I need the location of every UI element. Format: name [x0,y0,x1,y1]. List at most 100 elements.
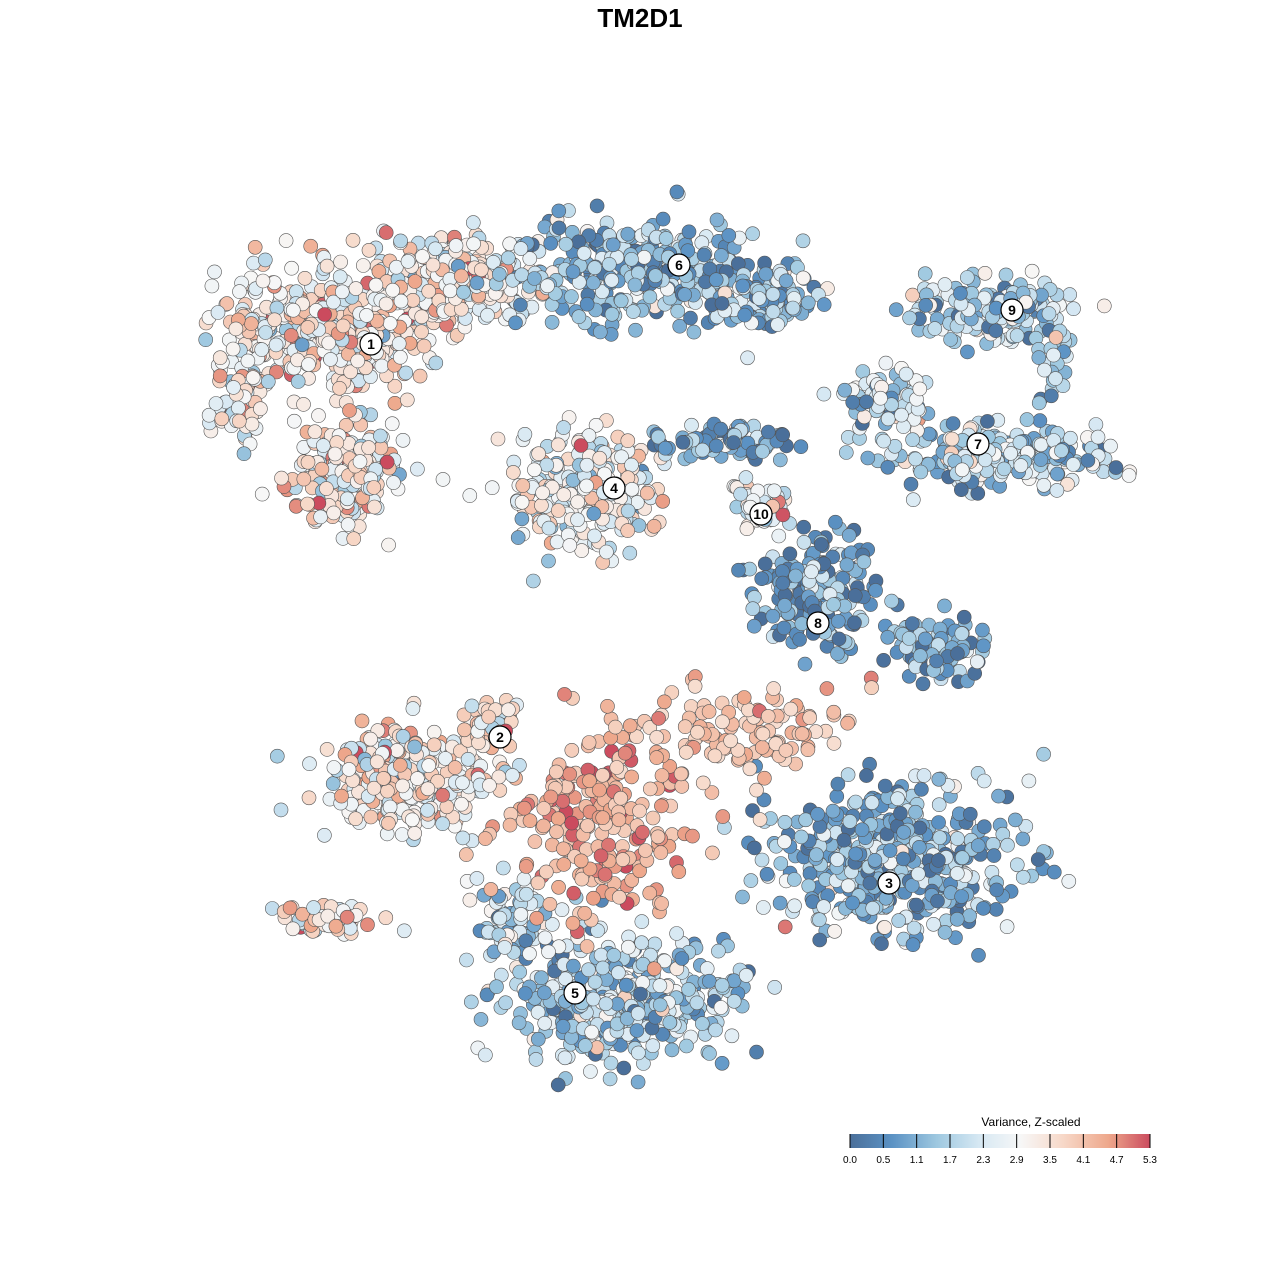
cell-point [325,776,341,791]
cell-point [777,834,792,850]
cell-point [511,1015,527,1031]
cell-point [458,847,474,862]
cell-point [827,923,842,939]
cell-point [848,794,864,810]
cell-point [448,238,464,253]
cell-point [1009,857,1025,873]
cell-point [622,545,638,561]
cell-point [389,743,405,758]
cell-point [953,286,968,301]
legend-tick-label: 0.5 [876,1155,890,1166]
cell-point [893,805,908,821]
cell-point [788,568,803,584]
cell-point [307,424,323,440]
cell-point [882,843,898,858]
cell-point [988,902,1004,917]
cell-point [589,198,605,214]
cell-point [602,1071,618,1087]
cell-point [931,815,946,830]
cell-point [492,910,508,926]
cell-point [904,616,920,631]
cell-point [273,802,289,818]
cell-point [1062,287,1077,302]
cell-point [613,293,629,309]
cell-point [378,225,394,240]
cell-point [505,768,520,783]
cell-point [901,631,917,646]
cell-point [797,656,813,672]
cell-point [739,521,755,537]
cell-point [581,962,596,978]
cell-point [674,951,690,966]
cell-point [773,856,789,871]
cell-point [980,414,995,429]
cell-point [373,428,388,444]
cell-point [464,698,480,714]
cell-point [518,933,534,949]
cell-point [724,1028,740,1044]
cell-point [363,809,379,825]
cell-point [654,768,670,783]
cell-point [455,830,471,846]
cell-point [549,824,564,840]
cell-point [555,1019,571,1034]
cell-point [556,420,571,435]
cell-point [908,804,923,820]
cell-point [360,917,375,933]
cell-point [595,960,611,976]
cell-point [513,297,528,313]
cell-point [620,433,636,449]
cell-point [404,812,420,828]
cell-point [690,724,705,740]
cell-point [1054,443,1069,459]
cell-point [931,771,947,787]
cell-point [257,252,273,268]
cell-point [826,704,842,720]
cell-point [352,454,368,469]
cell-point [483,882,499,897]
cluster-label-text: 4 [610,480,618,496]
cell-point [826,736,842,751]
cell-point [236,446,252,462]
cell-point [537,985,552,1001]
cell-point [428,241,443,257]
cell-point [917,266,933,282]
cell-point [662,1015,678,1030]
cell-point [510,530,526,545]
cell-point [778,743,794,758]
cell-point [1021,773,1037,789]
cell-point [629,1023,645,1038]
cell-point [378,296,394,312]
cell-point [311,408,326,423]
cell-point [782,546,798,562]
cell-point [620,503,636,519]
cell-point [606,947,622,963]
cell-point [328,918,344,934]
cell-point [244,416,260,432]
legend-colorbar [850,1134,1150,1148]
cell-point [845,394,861,410]
cell-point [845,895,860,911]
cell-point [825,803,841,819]
cell-point [426,724,442,740]
cell-point [414,324,429,340]
cell-point [579,939,595,954]
cell-point [392,349,408,365]
cell-point [927,321,943,336]
cell-point [388,259,404,275]
cell-point [624,251,639,267]
cell-point [593,848,609,864]
cell-point [829,852,845,867]
cell-point [1019,412,1035,427]
cell-point [1013,458,1029,473]
cell-point [495,860,511,876]
cell-point [624,457,639,473]
cell-point [652,997,668,1013]
cell-point [573,853,589,869]
legend-title: Variance, Z-scaled [981,1115,1080,1129]
cell-point [635,824,650,840]
cell-point [327,446,343,462]
cell-point [677,719,693,735]
cell-point [317,307,332,322]
cell-point [1024,263,1040,279]
